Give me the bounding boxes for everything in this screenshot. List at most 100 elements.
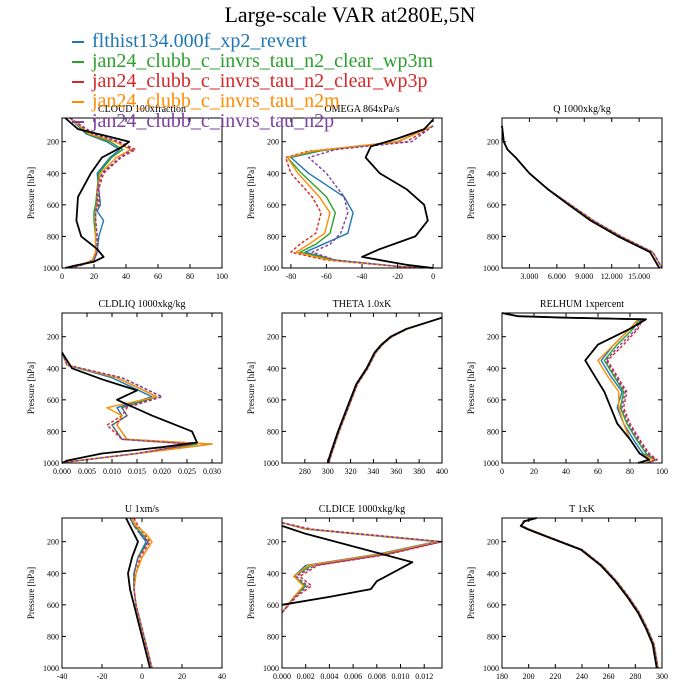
x-tick-label: 80 [626, 467, 634, 476]
y-tick-label: 200 [47, 138, 59, 147]
y-tick-label: 400 [267, 569, 279, 578]
x-tick-label: 9.000 [575, 272, 593, 281]
x-tick-label: 280 [629, 672, 641, 681]
y-axis-label: Pressure [hPa] [466, 362, 476, 414]
legend-item: jan24_clubb_c_invrs_tau_n2_clear_wp3m [72, 51, 433, 71]
panel-title: RELHUM 1xpercent [540, 299, 624, 310]
series-line [281, 522, 440, 614]
x-tick-label: 20 [530, 467, 538, 476]
x-tick-label: 320 [345, 467, 357, 476]
x-tick-label: 12.000 [601, 272, 623, 281]
x-tick-label: 0.010 [392, 672, 410, 681]
y-tick-label: 1000 [483, 664, 499, 673]
legend-label: jan24_clubb_c_invrs_tau_n2p [92, 110, 335, 132]
legend-label: flthist134.000f_xp2_revert [92, 30, 307, 52]
y-tick-label: 1000 [263, 459, 279, 468]
x-tick-label: -40 [57, 672, 68, 681]
series-line [328, 317, 443, 464]
x-tick-label: -20 [97, 672, 108, 681]
x-tick-label: 400 [436, 467, 448, 476]
x-tick-label: 0.005 [78, 467, 96, 476]
x-tick-label: 0.008 [368, 672, 386, 681]
x-tick-label: 0.015 [128, 467, 146, 476]
x-tick-label: 40 [122, 272, 130, 281]
plot-frame [61, 312, 223, 464]
x-tick-label: -60 [321, 272, 332, 281]
legend-swatch [72, 121, 84, 124]
series-line [129, 517, 153, 669]
y-tick-label: 200 [47, 333, 59, 342]
x-tick-label: 0.000 [273, 672, 291, 681]
y-tick-label: 800 [47, 232, 59, 241]
series-line [284, 125, 434, 269]
x-tick-label: -40 [357, 272, 368, 281]
y-tick-label: 600 [487, 201, 499, 210]
series-line [326, 316, 443, 464]
series-line [521, 517, 659, 669]
panel-title: U 1xm/s [125, 504, 159, 515]
series-line [501, 312, 658, 464]
legend-label: jan24_clubb_c_invrs_tau_n2m [92, 90, 340, 112]
y-axis-label: Pressure [hPa] [26, 567, 36, 619]
y-tick-label: 1000 [43, 664, 59, 673]
y-tick-label: 1000 [263, 664, 279, 673]
panel-title: THETA 1.0xK [333, 299, 392, 310]
y-axis-label: Pressure [hPa] [246, 567, 256, 619]
panel-title: CLOUD 100xfraction [98, 104, 186, 115]
series-line [64, 117, 131, 269]
x-tick-label: 0.030 [203, 467, 221, 476]
x-tick-label: 0.010 [103, 467, 121, 476]
y-tick-label: 800 [267, 232, 279, 241]
series-line [501, 125, 661, 269]
y-tick-label: 400 [487, 364, 499, 373]
y-tick-label: 800 [487, 632, 499, 641]
y-tick-label: 400 [267, 169, 279, 178]
x-tick-label: 80 [186, 272, 194, 281]
series-line [361, 118, 434, 269]
y-tick-label: 600 [47, 201, 59, 210]
plot-frame [281, 312, 443, 464]
series-line [286, 125, 434, 269]
legend-swatch [72, 101, 84, 104]
y-tick-label: 600 [267, 601, 279, 610]
panel-title: T 1xK [569, 504, 595, 515]
x-tick-label: 15.000 [628, 272, 650, 281]
series-line [69, 117, 134, 269]
y-tick-label: 200 [267, 538, 279, 547]
y-tick-label: 600 [267, 396, 279, 405]
chart-panel: Q 1000xkg/kg Pressure [hPa] 200 400 600 800 10… [466, 104, 663, 281]
series-line [308, 125, 434, 269]
x-tick-label: 60 [154, 272, 162, 281]
legend-swatch [72, 81, 84, 84]
x-tick-label: 0.012 [415, 672, 433, 681]
series-line [61, 352, 198, 464]
x-tick-label: -20 [392, 272, 403, 281]
chart-panel: CLDLIQ 1000xkg/kg Pressure [hPa] 200 400 600… [26, 299, 223, 476]
x-tick-label: 240 [576, 672, 588, 681]
series-line [281, 525, 414, 606]
x-tick-label: 280 [299, 467, 311, 476]
legend-swatch [72, 61, 84, 64]
y-tick-label: 400 [267, 364, 279, 373]
plot-frame [501, 117, 663, 269]
y-tick-label: 600 [47, 601, 59, 610]
x-tick-label: 220 [549, 672, 561, 681]
series-line [521, 517, 659, 669]
x-tick-label: 20 [178, 672, 186, 681]
x-tick-label: 0.006 [344, 672, 362, 681]
series-line [69, 117, 121, 269]
y-tick-label: 800 [47, 632, 59, 641]
x-tick-label: 100 [216, 272, 228, 281]
plot-frame [61, 517, 223, 669]
y-tick-label: 600 [487, 601, 499, 610]
y-tick-label: 400 [487, 169, 499, 178]
y-tick-label: 800 [267, 427, 279, 436]
y-tick-label: 200 [487, 333, 499, 342]
y-tick-label: 600 [267, 201, 279, 210]
x-tick-label: 300 [322, 467, 334, 476]
y-tick-label: 400 [47, 169, 59, 178]
x-tick-label: 180 [496, 672, 508, 681]
